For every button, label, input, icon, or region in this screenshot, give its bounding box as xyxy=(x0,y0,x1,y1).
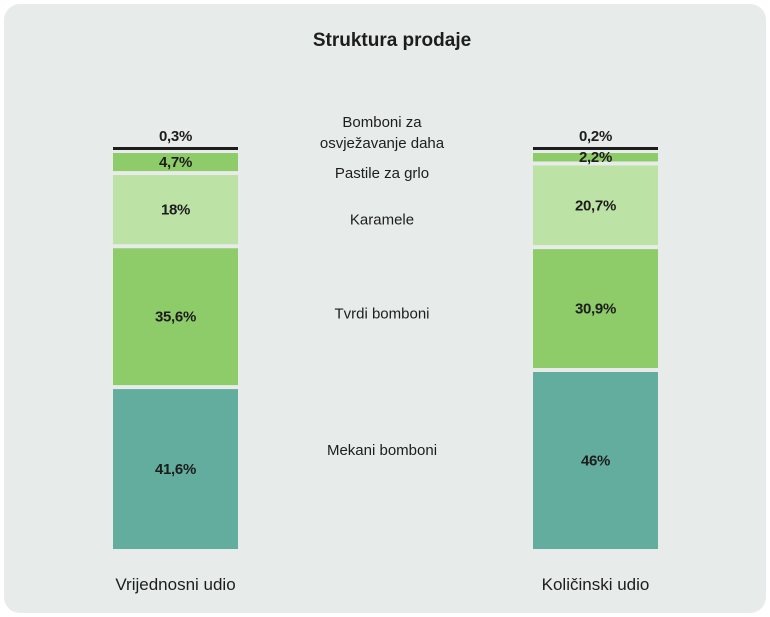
value-label-0-0: 41,6% xyxy=(155,461,196,478)
series-name-4-line-1: osvježavanje daha xyxy=(320,135,445,152)
category-label-0: Vrijednosni udio xyxy=(115,575,235,594)
bar-segment-1-1 xyxy=(533,249,658,369)
bar-segment-1-2 xyxy=(533,165,658,246)
segment-labels-group: 41,6% 35,6% 18% 4,7% 0,3% Vrijednosni udio 46%… xyxy=(115,114,649,594)
series-name-0: Mekani bomboni xyxy=(327,442,437,459)
series-name-3: Pastile za grlo xyxy=(335,165,429,182)
bar-segment-0-4 xyxy=(113,147,238,150)
bar-segment-0-0 xyxy=(113,389,238,549)
value-label-0-1: 35,6% xyxy=(155,309,196,326)
series-name-4-line-0: Bomboni za xyxy=(342,114,422,131)
chart-title: Struktura prodaje xyxy=(313,30,471,51)
bar-segment-1-3 xyxy=(533,153,658,162)
value-label-1-2: 20,7% xyxy=(575,197,616,214)
series-name-2: Karamele xyxy=(350,212,414,229)
value-label-0-2: 18% xyxy=(161,202,190,219)
category-label-1: Količinski udio xyxy=(542,575,650,594)
series-name-1: Tvrdi bomboni xyxy=(334,306,429,323)
value-label-0-3: 4,7% xyxy=(159,154,192,171)
bars-group xyxy=(113,147,658,549)
value-label-1-3: 2,2% xyxy=(579,149,612,166)
bar-segment-0-3 xyxy=(113,153,238,172)
value-label-0-4: 0,3% xyxy=(159,128,192,145)
value-label-1-4: 0,2% xyxy=(579,128,612,145)
value-label-1-0: 46% xyxy=(581,453,610,470)
value-label-1-1: 30,9% xyxy=(575,301,616,318)
bar-segment-1-0 xyxy=(533,372,658,549)
bar-segment-1-4 xyxy=(533,147,658,150)
bar-segment-0-1 xyxy=(113,248,238,386)
bar-segment-0-2 xyxy=(113,175,238,245)
